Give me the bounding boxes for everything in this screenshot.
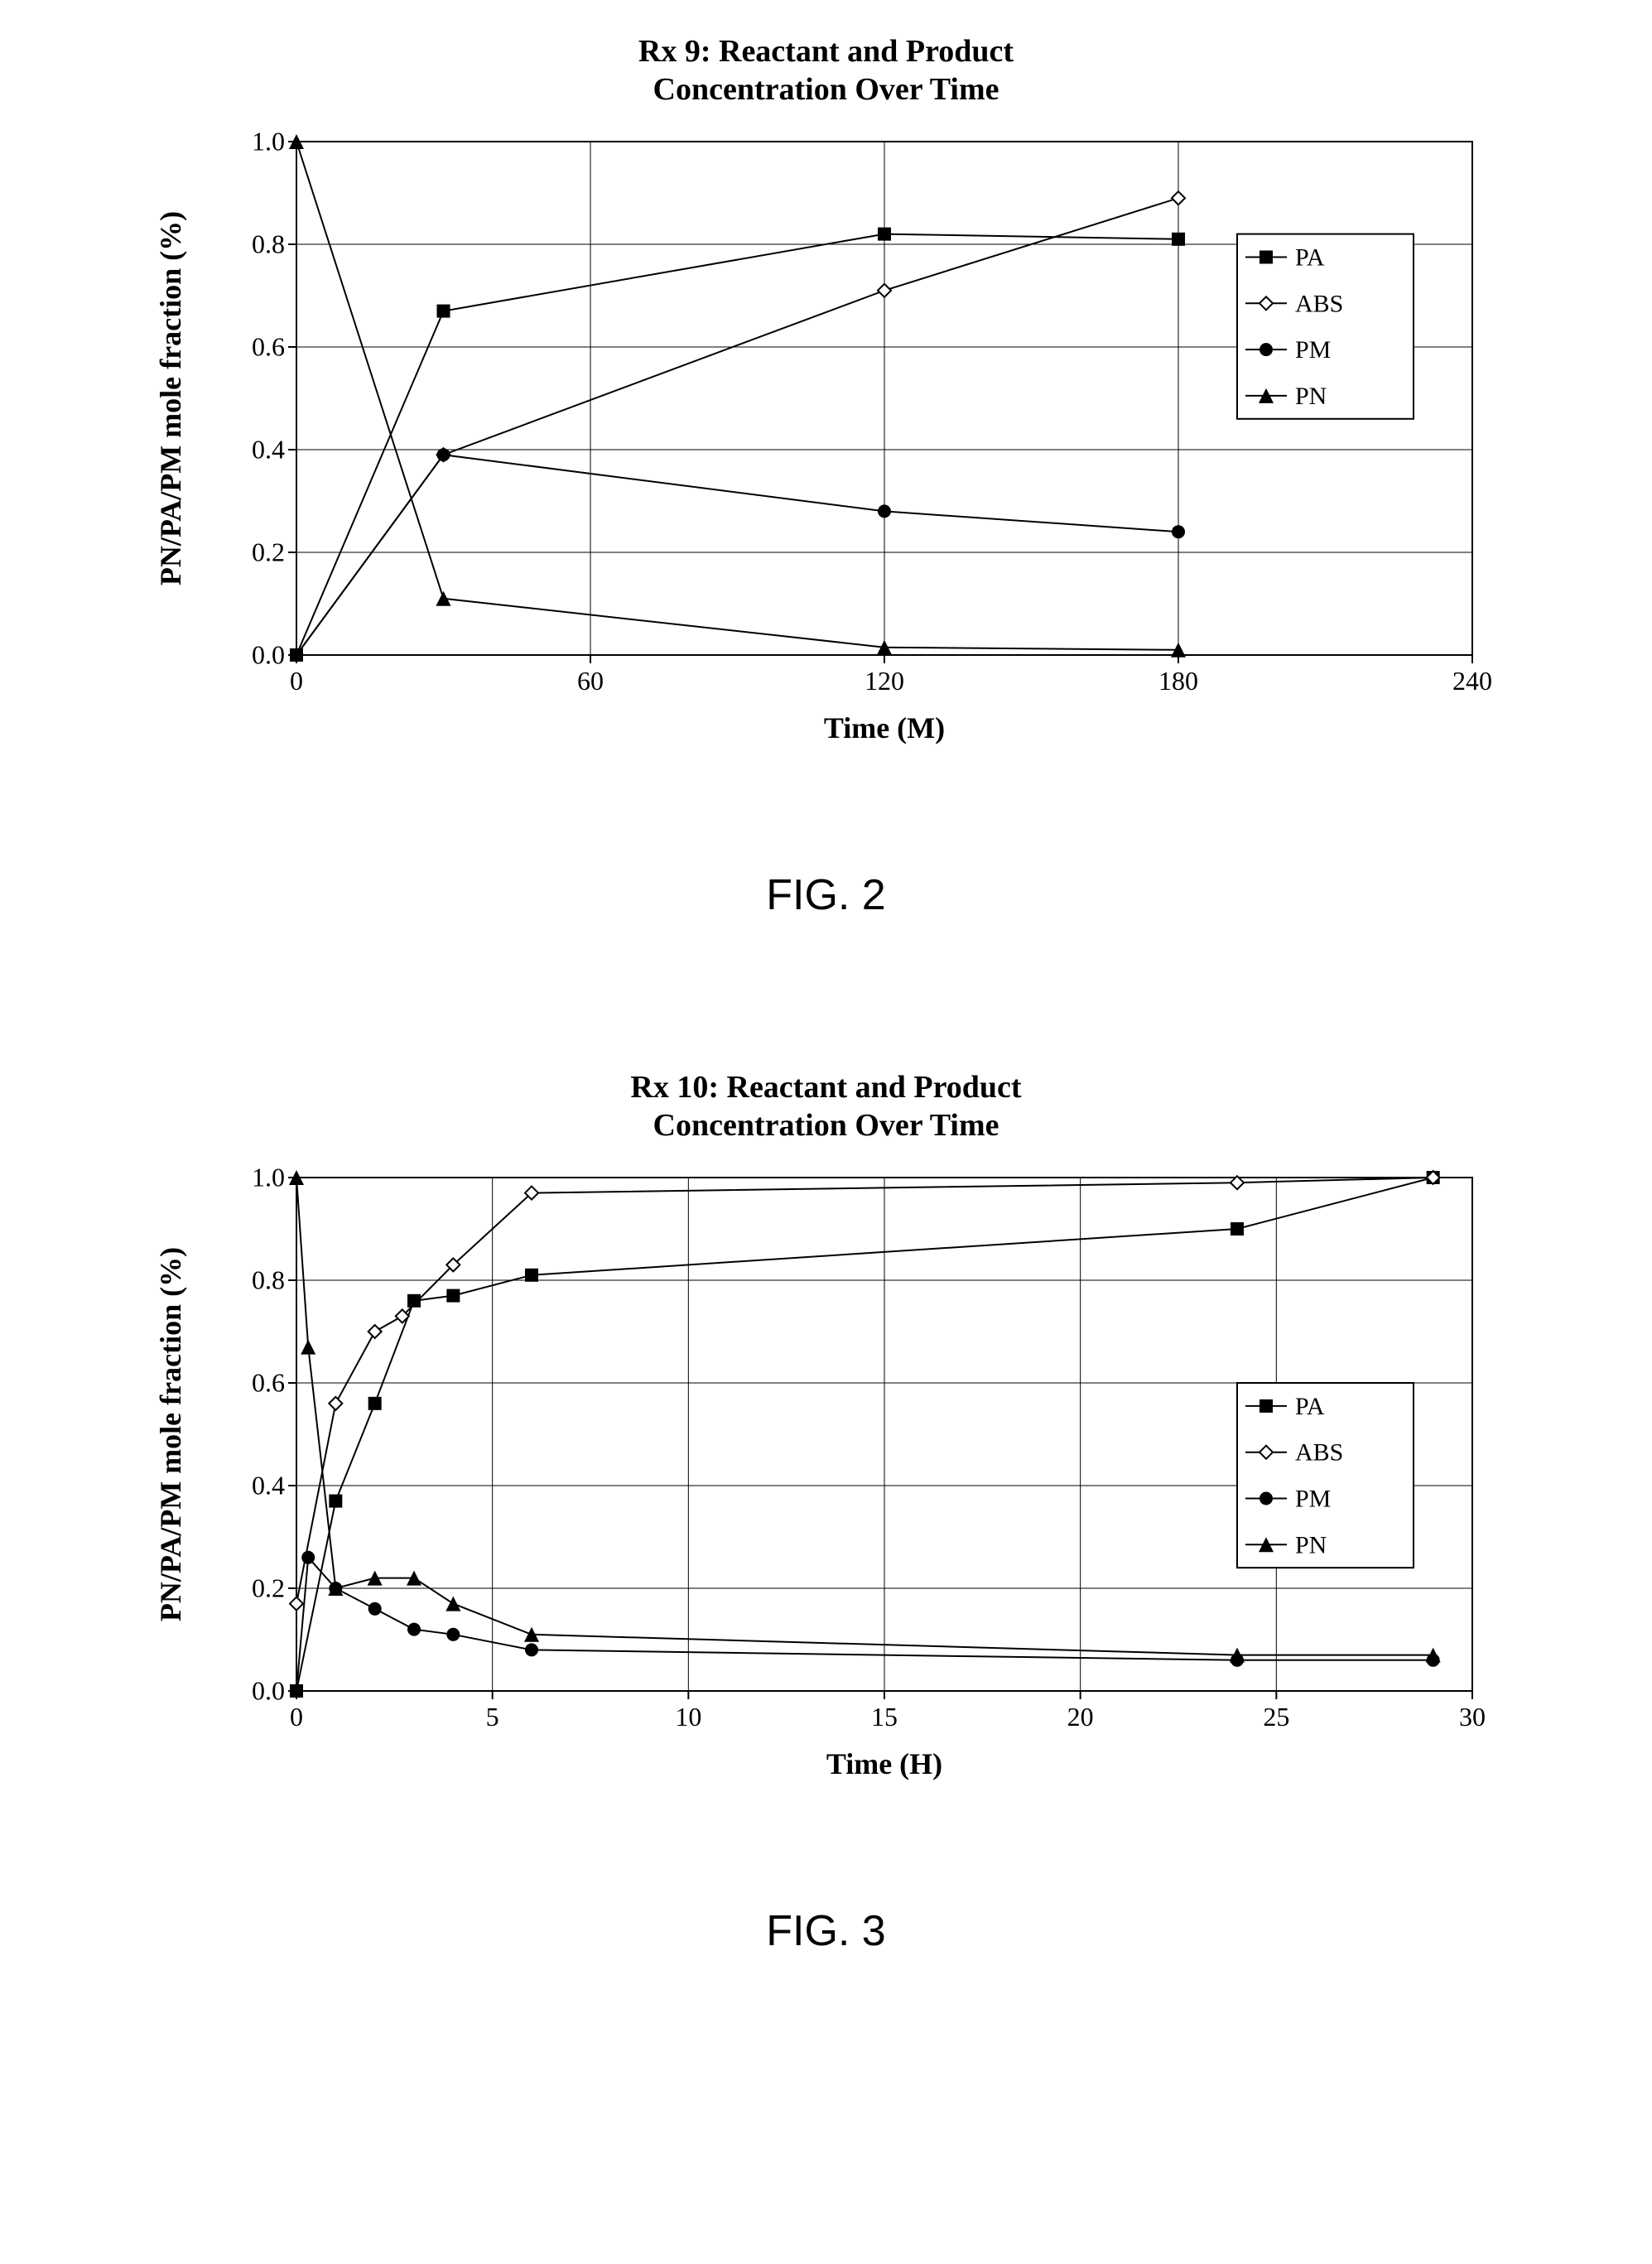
series-marker-PA: [878, 228, 891, 241]
title-line: Rx 9: Reactant and Product: [638, 34, 1014, 69]
ytick-label: 0.2: [252, 537, 285, 567]
series-marker-PM: [301, 1551, 315, 1564]
figure-3-chart: 0 5 10 15 20 25 30 0.0 0.2 0.4 0.6 0.8 1.0 Time (H) PN…: [131, 1161, 1522, 1790]
xtick-label: 60: [577, 666, 604, 696]
series-marker-PM: [1172, 525, 1185, 538]
xtick-label: 240: [1452, 666, 1492, 696]
series-marker-PA: [525, 1269, 538, 1282]
ytick-label: 0.4: [252, 435, 285, 465]
figure-2-caption: FIG. 2: [33, 870, 1619, 920]
ytick-label: 1.0: [252, 127, 285, 157]
series-marker-PA: [436, 305, 450, 318]
title-line: Concentration Over Time: [653, 72, 999, 107]
ylabel: PN/PA/PM mole fraction (%): [154, 1247, 187, 1621]
xtick-label: 20: [1067, 1702, 1093, 1732]
legend-label: ABS: [1295, 1439, 1343, 1467]
ytick-label: 0.4: [252, 1471, 285, 1501]
series-marker-PA: [1231, 1222, 1244, 1236]
figure-2-block: Rx 9: Reactant and Product Concentration…: [33, 33, 1619, 920]
xtick-label: 10: [675, 1702, 701, 1732]
legend-label: PA: [1295, 1393, 1325, 1420]
xtick-label: 30: [1459, 1702, 1486, 1732]
xtick-label: 180: [1158, 666, 1198, 696]
legend-label: PN: [1295, 383, 1327, 410]
figure-2-chart: 0 60 120 180 240 0.0 0.2 0.4 0.6 0.8 1.0 Time (M) PN…: [131, 125, 1522, 754]
figure-3-block: Rx 10: Reactant and Product Concentratio…: [33, 1069, 1619, 1956]
series-marker-PM: [878, 505, 891, 518]
xtick-label: 120: [865, 666, 904, 696]
title-line: Concentration Over Time: [653, 1108, 999, 1143]
series-marker-PA: [446, 1289, 460, 1303]
ylabel: PN/PA/PM mole fraction (%): [154, 211, 187, 585]
xtick-label: 0: [290, 666, 303, 696]
series-marker-PA: [329, 1495, 342, 1508]
chart-svg: 0 60 120 180 240 0.0 0.2 0.4 0.6 0.8 1.0 Time (M) PN…: [131, 125, 1522, 754]
ytick-label: 0.8: [252, 1265, 285, 1295]
legend-label: PM: [1295, 336, 1331, 364]
xtick-label: 5: [485, 1702, 498, 1732]
legend-label: PM: [1295, 1486, 1331, 1513]
title-line: Rx 10: Reactant and Product: [630, 1070, 1021, 1105]
ytick-label: 0.6: [252, 332, 285, 362]
series-marker-PM: [368, 1602, 381, 1616]
figure-3-caption: FIG. 3: [33, 1906, 1619, 1956]
series-marker-PM: [436, 448, 450, 461]
series-marker-PM: [446, 1628, 460, 1641]
legend-label: ABS: [1295, 290, 1343, 317]
series-marker-PM: [525, 1644, 538, 1657]
xlabel: Time (M): [823, 711, 944, 744]
xtick-label: 0: [290, 1702, 303, 1732]
ytick-label: 0.0: [252, 640, 285, 670]
xlabel: Time (H): [826, 1747, 942, 1780]
legend-label: PN: [1295, 1532, 1327, 1559]
xtick-label: 25: [1263, 1702, 1289, 1732]
ytick-label: 1.0: [252, 1163, 285, 1192]
figure-3-title: Rx 10: Reactant and Product Concentratio…: [33, 1069, 1619, 1144]
ytick-label: 0.0: [252, 1676, 285, 1706]
series-marker-PM: [407, 1623, 421, 1636]
legend-label: PA: [1295, 244, 1325, 272]
ytick-label: 0.6: [252, 1368, 285, 1398]
ytick-label: 0.8: [252, 229, 285, 259]
figure-2-title: Rx 9: Reactant and Product Concentration…: [33, 33, 1619, 108]
series-marker-PA: [368, 1397, 381, 1410]
ytick-label: 0.2: [252, 1573, 285, 1603]
xtick-label: 15: [871, 1702, 898, 1732]
series-marker-PA: [1172, 233, 1185, 246]
chart-svg: 0 5 10 15 20 25 30 0.0 0.2 0.4 0.6 0.8 1.0 Time (H) PN…: [131, 1161, 1522, 1790]
series-marker-PA: [407, 1294, 421, 1308]
